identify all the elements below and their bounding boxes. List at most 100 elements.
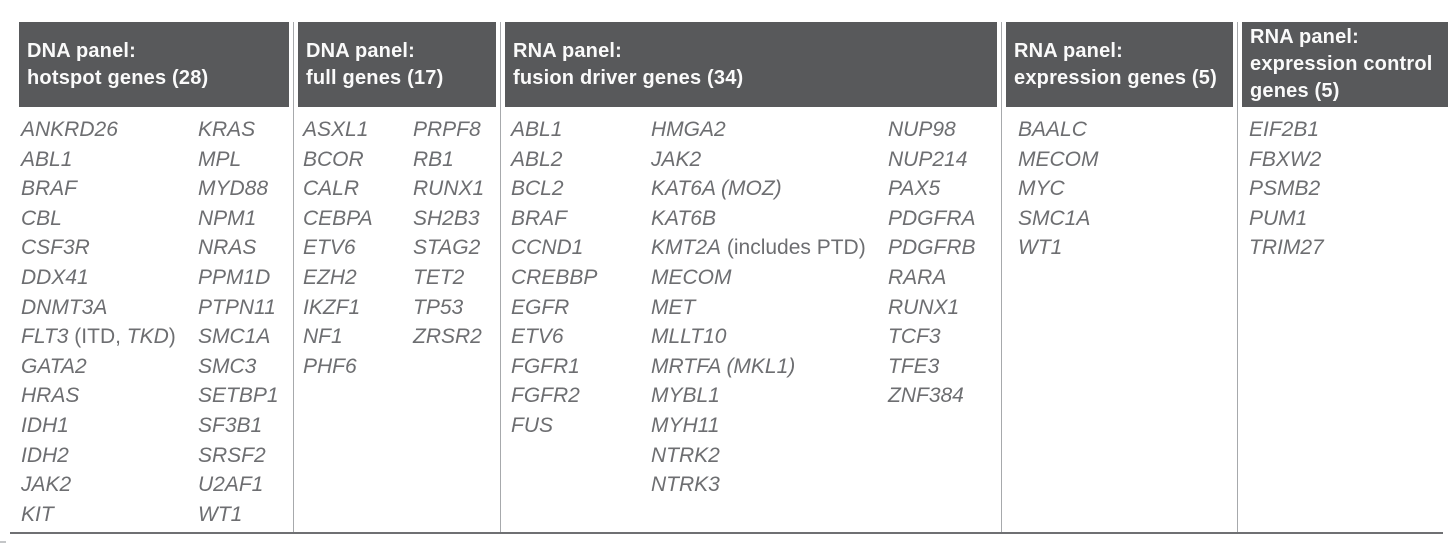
gene-entry: FUS	[511, 413, 553, 437]
gene-entry: PDGFRB	[888, 236, 976, 260]
gene-entry: KMT2A (includes PTD)	[651, 233, 888, 263]
panel-header-line: RNA panel:	[1014, 39, 1124, 62]
gene-subcolumn: KRAS MPL MYD88 NPM1 NRAS PPM1D PTPN11 SMC1A SMC3…	[198, 115, 279, 529]
gene-entry: IDH2	[21, 443, 69, 467]
gene-entry: BRAF	[511, 206, 568, 230]
gene-symbol-segment: TKD	[126, 325, 169, 349]
gene-entry: PTPN11	[198, 295, 276, 319]
gene-entry: DDX41	[21, 265, 89, 289]
panel-gene-list: ANKRD26 ABL1 BRAF CBL CSF3R DDX41 DNMT3A FLT3 (…	[19, 107, 293, 529]
gene-entry: NTRK2	[651, 443, 720, 467]
panel-header: DNA panel: hotspot genes (28)	[19, 22, 289, 107]
gene-subcolumn: BAALC MECOM MYC SMC1A WT1	[1018, 115, 1099, 263]
gene-entry: FGFR1	[511, 354, 580, 378]
gene-entry: PAX5	[888, 177, 941, 201]
gene-annotation-segment: (ITD,	[68, 325, 127, 349]
gene-entry: SMC3	[198, 354, 257, 378]
gene-entry: SMC1A	[198, 325, 271, 349]
gene-entry: SF3B1	[198, 413, 263, 437]
panel-header-line: genes (5)	[1250, 80, 1340, 102]
gene-entry: PSMB2	[1249, 177, 1321, 201]
panel-header-line: RNA panel:	[1250, 26, 1360, 48]
gene-entry: SMC1A	[1018, 206, 1091, 230]
gene-entry: BAALC	[1018, 118, 1087, 141]
gene-entry: IDH1	[21, 413, 69, 437]
gene-entry: CSF3R	[21, 236, 90, 260]
gene-entry: BCL2	[511, 177, 564, 201]
gene-entry: JAK2	[21, 473, 72, 497]
gene-entry: DNMT3A	[21, 295, 108, 319]
panel-column-rna-expression-control: RNA panel: expression control genes (5) EI…	[1237, 22, 1448, 532]
panel-column-dna-hotspot: DNA panel: hotspot genes (28) ANKRD26 ABL1…	[19, 22, 293, 532]
gene-entry: RUNX1	[888, 295, 960, 319]
panel-header-line: DNA panel:	[27, 39, 137, 62]
gene-subcolumn: PRPF8 RB1 RUNX1 SH2B3 STAG2 TET2 TP53 ZRSR2	[413, 115, 484, 352]
panel-gene-list: ASXL1 BCOR CALR CEBPA ETV6 EZH2 IKZF1 NF1 PHF6 PR…	[294, 107, 500, 381]
panel-header-line: hotspot genes (28)	[27, 66, 209, 89]
gene-entry: CREBBP	[511, 265, 598, 289]
gene-entry: U2AF1	[198, 473, 264, 497]
panel-header-line: expression control	[1250, 53, 1433, 75]
panel-header: RNA panel: fusion driver genes (34)	[505, 22, 997, 107]
gene-subcolumn: ASXL1 BCOR CALR CEBPA ETV6 EZH2 IKZF1 NF1 PHF6	[303, 115, 413, 381]
gene-panel-table: DNA panel: hotspot genes (28) ANKRD26 ABL1…	[19, 22, 1448, 532]
gene-entry: MECOM	[1018, 147, 1099, 171]
gene-entry: NUP214	[888, 147, 968, 171]
gene-entry: MRTFA (MKL1)	[651, 354, 796, 378]
gene-entry: HMGA2	[651, 118, 726, 141]
gene-entry: IKZF1	[303, 295, 361, 319]
gene-entry: RARA	[888, 265, 947, 289]
gene-symbol-segment: KMT2A	[651, 236, 722, 260]
gene-entry: MPL	[198, 147, 242, 171]
gene-subcolumn: ANKRD26 ABL1 BRAF CBL CSF3R DDX41 DNMT3A FLT3 (…	[21, 115, 198, 529]
gene-entry: FBXW2	[1249, 147, 1322, 171]
panel-gene-list: BAALC MECOM MYC SMC1A WT1	[1002, 107, 1237, 263]
panel-column-dna-full: DNA panel: full genes (17) ASXL1 BCOR CALR C…	[293, 22, 500, 532]
gene-entry: ASXL1	[303, 118, 369, 141]
gene-entry: RB1	[413, 147, 454, 171]
gene-entry: CBL	[21, 206, 62, 230]
gene-entry: MYD88	[198, 177, 269, 201]
panel-gene-list: EIF2B1 FBXW2 PSMB2 PUM1 TRIM27	[1238, 107, 1448, 263]
gene-entry: KIT	[21, 502, 54, 526]
gene-entry: ZRSR2	[413, 325, 482, 349]
gene-entry: PHF6	[303, 354, 357, 378]
gene-annotation-segment: (includes PTD)	[721, 236, 866, 260]
gene-subcolumn: ABL1 ABL2 BCL2 BRAF CCND1 CREBBP EGFR ETV6 FGFR1…	[511, 115, 651, 441]
page-corner-dash	[0, 541, 6, 543]
panel-header-line: fusion driver genes (34)	[513, 66, 744, 89]
gene-entry: BCOR	[303, 147, 364, 171]
gene-entry: NRAS	[198, 236, 257, 260]
gene-entry: SRSF2	[198, 443, 266, 467]
gene-entry: TP53	[413, 295, 464, 319]
gene-entry: KAT6B	[651, 206, 716, 230]
gene-entry: NUP98	[888, 118, 956, 141]
gene-entry: JAK2	[651, 147, 702, 171]
panel-header: DNA panel: full genes (17)	[298, 22, 496, 107]
gene-entry: CEBPA	[303, 206, 373, 230]
gene-entry: EIF2B1	[1249, 118, 1320, 141]
gene-entry: RUNX1	[413, 177, 485, 201]
gene-entry: CCND1	[511, 236, 584, 260]
gene-entry: HRAS	[21, 384, 80, 408]
gene-entry: TCF3	[888, 325, 941, 349]
gene-entry: FLT3 (ITD, TKD)	[21, 322, 198, 352]
gene-entry: MYBL1	[651, 384, 720, 408]
gene-entry: PPM1D	[198, 265, 271, 289]
gene-symbol-segment: FLT3	[21, 325, 69, 349]
gene-entry: FGFR2	[511, 384, 580, 408]
gene-subcolumn: HMGA2 JAK2 KAT6A (MOZ) KAT6B KMT2A (includes…	[651, 115, 888, 500]
panel-header-line: full genes (17)	[306, 66, 444, 89]
gene-entry: SETBP1	[198, 384, 279, 408]
gene-entry: GATA2	[21, 354, 87, 378]
gene-entry: MLLT10	[651, 325, 727, 349]
gene-entry: ABL2	[511, 147, 563, 171]
gene-entry: NTRK3	[651, 473, 720, 497]
table-bottom-rule	[10, 532, 1443, 534]
gene-entry: MECOM	[651, 265, 732, 289]
panel-column-rna-fusion: RNA panel: fusion driver genes (34) ABL1 A…	[500, 22, 1001, 532]
gene-entry: MYC	[1018, 177, 1065, 201]
gene-entry: ANKRD26	[21, 118, 118, 141]
gene-subcolumn: EIF2B1 FBXW2 PSMB2 PUM1 TRIM27	[1249, 115, 1324, 263]
panel-header: RNA panel: expression control genes (5)	[1242, 22, 1448, 107]
